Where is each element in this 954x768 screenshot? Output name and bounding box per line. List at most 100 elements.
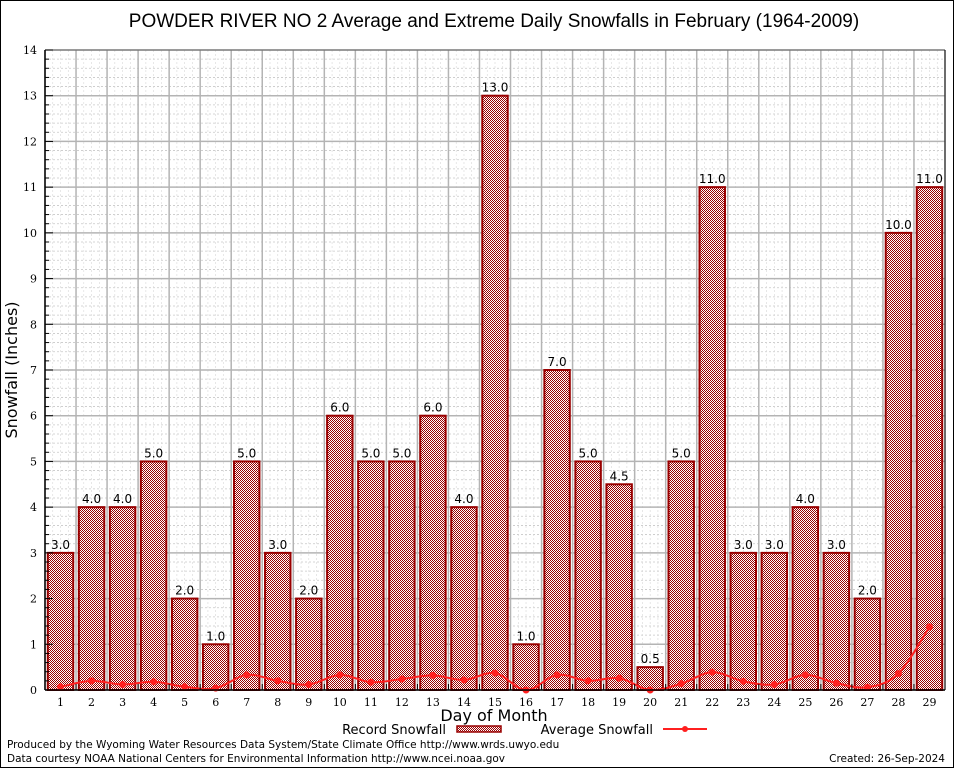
x-tick-label: 25 [798,696,812,709]
bar-label-day-13: 6.0 [423,401,442,415]
bar-record-day-5 [170,597,199,691]
x-axis-label: Day of Month [440,706,547,725]
average-point-day-29 [925,623,933,631]
x-tick-label: 7 [243,696,250,709]
x-tick-label: 22 [705,696,719,709]
bar-record-day-26 [822,551,851,691]
average-point-day-19 [615,674,623,682]
bar-label-day-18: 5.0 [579,446,598,460]
average-point-day-27 [863,683,871,691]
y-tick-label: 14 [23,44,37,57]
average-point-day-3 [119,681,127,689]
average-point-day-12 [398,675,406,683]
bar-record-day-24 [760,551,789,691]
x-tick-label: 5 [181,696,188,709]
average-point-day-24 [770,681,778,689]
x-tick-label: 4 [150,696,157,709]
y-axis-label: Snowfall (Inches) [2,301,21,438]
x-tick-label: 12 [395,696,409,709]
bar-label-day-21: 5.0 [672,446,691,460]
y-tick-label: 7 [30,364,37,377]
y-tick-label: 1 [30,638,37,651]
average-point-day-28 [894,670,902,678]
x-tick-label: 6 [212,696,219,709]
bar-label-day-25: 4.0 [796,492,815,506]
bar-record-day-6 [201,643,230,691]
bar-record-day-16 [512,643,540,691]
bar-label-day-9: 2.0 [299,584,318,598]
bar-label-day-22: 11.0 [699,172,726,186]
average-point-day-13 [429,671,437,679]
bar-label-day-29: 11.0 [916,172,943,186]
average-point-day-8 [274,677,282,685]
x-tick-label: 29 [922,696,936,709]
footer-created-date: Created: 26-Sep-2024 [829,753,945,765]
bar-record-day-8 [264,551,292,691]
bar-label-day-3: 4.0 [113,492,132,506]
footer-produced-by: Produced by the Wyoming Water Resources … [7,739,559,751]
bar-label-day-14: 4.0 [454,492,473,506]
y-tick-label: 4 [30,501,37,514]
average-point-day-21 [677,680,685,688]
x-tick-label: 1 [57,696,64,709]
average-point-day-17 [553,671,561,679]
bar-record-day-3 [108,506,137,691]
x-tick-label: 13 [426,696,440,709]
bar-record-day-1 [46,551,75,691]
bar-record-day-7 [233,460,261,691]
footer-data-courtesy: Data courtesy NOAA National Centers for … [7,753,505,765]
bar-label-day-11: 5.0 [361,446,380,460]
bar-label-day-26: 3.0 [827,538,846,552]
bar-record-day-28 [884,231,913,691]
average-point-day-10 [336,671,344,679]
x-tick-label: 14 [457,696,471,709]
bar-record-day-27 [853,597,882,691]
bar-record-day-18 [574,460,602,691]
x-tick-label: 26 [829,696,843,709]
bar-label-day-19: 4.5 [610,469,629,483]
average-point-day-23 [739,677,747,685]
average-point-day-11 [367,678,375,686]
average-point-day-15 [491,669,499,677]
x-tick-labels: 1 2 3 4 5 6 7 8 9 10 11 12 13 14 15 16 17 18 19 20 21 22 23 24 2… [57,696,936,709]
legend: Record Snowfall Average Snowfall [342,723,707,738]
axes [44,49,946,691]
bar-label-day-16: 1.0 [516,629,535,643]
bar-label-day-23: 3.0 [734,538,753,552]
bar-record-day-19 [605,483,633,691]
bar-record-day-21 [667,460,695,691]
x-tick-label: 28 [891,696,905,709]
x-tick-label: 21 [674,696,688,709]
x-tick-label: 10 [333,696,347,709]
average-point-day-25 [801,671,809,679]
bar-record-day-9 [295,597,323,691]
bar-label-day-24: 3.0 [765,538,784,552]
y-tick-label: 5 [30,455,37,468]
y-tick-label: 10 [23,227,37,240]
y-tick-label: 13 [23,90,37,103]
bar-labels: 3.0 4.0 4.0 5.0 2.0 1.0 5.0 3.0 2.0 6.0 5.0 5.0 6.0 4… [51,81,943,666]
y-tick-label: 12 [23,135,37,148]
chart-title: POWDER RIVER NO 2 Average and Extreme Da… [129,11,859,32]
x-tick-label: 23 [736,696,750,709]
y-tick-label: 3 [30,547,37,560]
y-tick-label: 6 [30,410,37,423]
bar-record-day-23 [729,551,757,691]
x-tick-label: 27 [860,696,874,709]
bar-record-day-25 [791,506,820,691]
y-tick-label: 9 [30,273,37,286]
x-tick-label: 16 [519,696,533,709]
bar-record-day-14 [450,506,478,691]
bar-record-day-13 [419,414,447,691]
x-tick-label: 8 [274,696,281,709]
x-tick-label: 15 [488,696,502,709]
bar-record-day-17 [543,369,571,691]
average-point-day-22 [708,668,716,676]
y-tick-label: 2 [30,593,37,606]
y-tick-label: 0 [30,684,37,697]
average-point-day-18 [584,677,592,685]
x-tick-label: 3 [119,696,126,709]
x-tick-label: 19 [612,696,626,709]
average-point-day-1 [57,683,65,691]
